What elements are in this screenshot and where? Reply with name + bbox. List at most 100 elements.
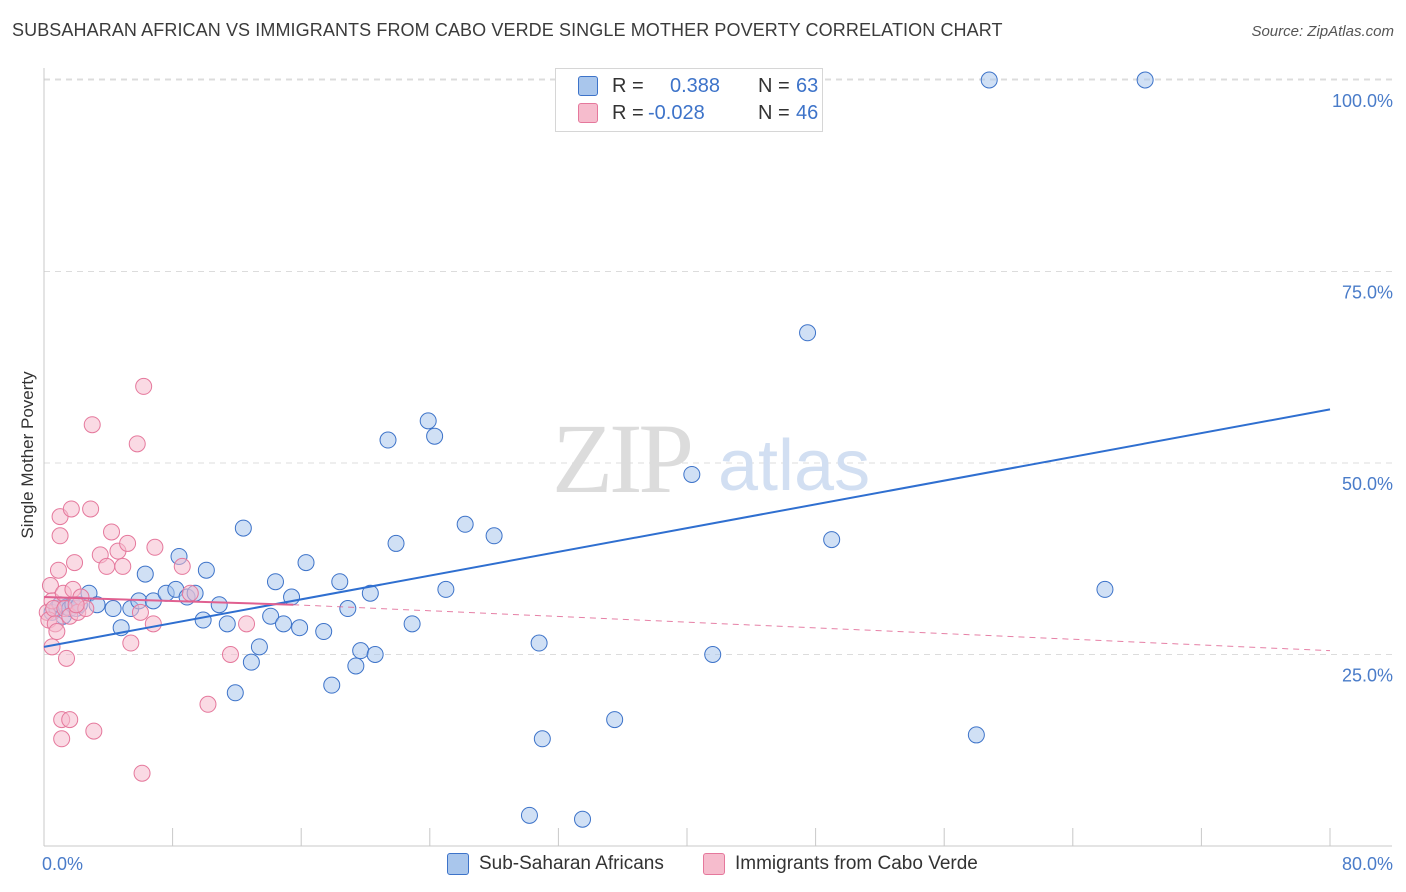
legend-n-label: N =: [758, 102, 790, 124]
bottom-legend-swatch-blue: [447, 853, 469, 875]
point-subsaharan: [262, 607, 280, 625]
y-tick-label: 75.0%: [1342, 283, 1393, 303]
point-subsaharan: [379, 431, 397, 449]
point-subsaharan: [104, 600, 122, 618]
point-subsaharan: [704, 646, 722, 663]
point-subsaharan: [437, 580, 455, 598]
legend-swatch-pink: [578, 103, 598, 123]
grid-layer: [44, 78, 1392, 655]
point-subsaharan: [574, 810, 592, 828]
trend-layer: [43, 408, 1331, 652]
watermark-atlas: atlas: [718, 426, 870, 506]
trend-line-cabo-verde-extension: [293, 604, 1331, 652]
point-cabo-verde: [83, 416, 101, 434]
chart-title: SUBSAHARAN AFRICAN VS IMMIGRANTS FROM CA…: [12, 20, 1003, 40]
point-subsaharan: [456, 515, 474, 533]
y-tick-label: 50.0%: [1342, 474, 1393, 494]
legend-n-value: 63: [796, 75, 819, 97]
legend-r-value: 0.388: [670, 75, 721, 97]
legend-r-value: -0.028: [648, 102, 705, 124]
point-cabo-verde: [199, 695, 217, 713]
point-cabo-verde: [238, 615, 256, 633]
point-subsaharan: [242, 653, 260, 671]
point-cabo-verde: [133, 764, 151, 782]
point-cabo-verde: [128, 435, 146, 453]
point-subsaharan: [606, 711, 624, 729]
point-cabo-verde: [173, 557, 191, 575]
point-subsaharan: [323, 676, 341, 694]
point-subsaharan: [1136, 71, 1154, 89]
point-cabo-verde: [135, 377, 153, 395]
points-layer: [38, 71, 1154, 828]
point-subsaharan: [331, 573, 349, 591]
point-cabo-verde: [103, 523, 121, 541]
point-subsaharan: [347, 657, 365, 675]
point-subsaharan: [194, 611, 212, 629]
x-tick-label: 0.0%: [42, 854, 83, 874]
point-subsaharan: [387, 534, 405, 552]
point-subsaharan: [426, 427, 444, 445]
point-subsaharan: [218, 615, 236, 633]
legend-r-label: R =: [612, 102, 644, 124]
tick-labels: 25.0% 50.0% 75.0% 100.0% 0.0% 80.0%: [42, 91, 1393, 874]
point-cabo-verde: [82, 500, 100, 518]
point-cabo-verde: [114, 557, 132, 575]
point-subsaharan: [297, 554, 315, 572]
stats-legend: R = 0.388 N = 63 R = -0.028 N = 46: [555, 68, 823, 132]
y-tick-label: 25.0%: [1342, 666, 1393, 686]
point-cabo-verde: [66, 554, 84, 572]
trend-line-subsaharan: [43, 408, 1331, 648]
y-axis-label: Single Mother Poverty: [18, 371, 37, 539]
point-subsaharan: [1096, 580, 1114, 598]
point-subsaharan: [683, 465, 701, 483]
point-subsaharan: [533, 730, 551, 748]
point-cabo-verde: [51, 527, 69, 545]
point-cabo-verde: [49, 561, 67, 579]
point-subsaharan: [403, 615, 421, 633]
point-subsaharan: [799, 324, 817, 342]
watermark-zip: ZIP: [552, 403, 690, 514]
point-cabo-verde: [58, 649, 76, 667]
point-subsaharan: [352, 642, 370, 660]
legend-swatch-blue: [578, 76, 598, 96]
point-subsaharan: [520, 806, 538, 824]
legend-n-value: 46: [796, 102, 819, 124]
point-cabo-verde: [85, 722, 103, 740]
point-subsaharan: [823, 531, 841, 549]
y-tick-label: 100.0%: [1332, 91, 1393, 111]
point-subsaharan: [266, 573, 284, 591]
legend-r-label: R =: [612, 75, 644, 97]
point-cabo-verde: [62, 500, 80, 518]
point-subsaharan: [530, 634, 548, 652]
bottom-legend-label: Sub-Saharan Africans: [479, 853, 664, 874]
point-subsaharan: [234, 519, 252, 537]
point-subsaharan: [136, 565, 154, 583]
legend-n-label: N =: [758, 75, 790, 97]
point-cabo-verde: [181, 584, 199, 602]
bottom-legend-swatch-pink: [703, 853, 725, 875]
point-cabo-verde: [221, 646, 239, 663]
point-subsaharan: [980, 71, 998, 89]
point-subsaharan: [210, 596, 228, 614]
point-subsaharan: [291, 619, 309, 637]
point-cabo-verde: [144, 615, 162, 633]
point-subsaharan: [226, 684, 244, 702]
point-cabo-verde: [48, 623, 66, 641]
point-subsaharan: [361, 584, 379, 602]
point-subsaharan: [339, 600, 357, 618]
point-subsaharan: [315, 623, 333, 641]
x-tick-label: 80.0%: [1342, 854, 1393, 874]
source-label: Source: ZipAtlas.com: [1251, 23, 1394, 40]
point-subsaharan: [275, 615, 293, 633]
point-cabo-verde: [61, 711, 79, 729]
point-subsaharan: [197, 561, 215, 579]
point-subsaharan: [967, 726, 985, 744]
point-cabo-verde: [53, 730, 71, 748]
point-cabo-verde: [67, 596, 85, 614]
watermark: ZIP atlas: [552, 403, 870, 514]
trend-line-cabo-verde: [43, 596, 294, 606]
bottom-legend-label: Immigrants from Cabo Verde: [735, 853, 978, 874]
axis-layer: [43, 68, 1392, 847]
point-cabo-verde: [131, 603, 149, 621]
